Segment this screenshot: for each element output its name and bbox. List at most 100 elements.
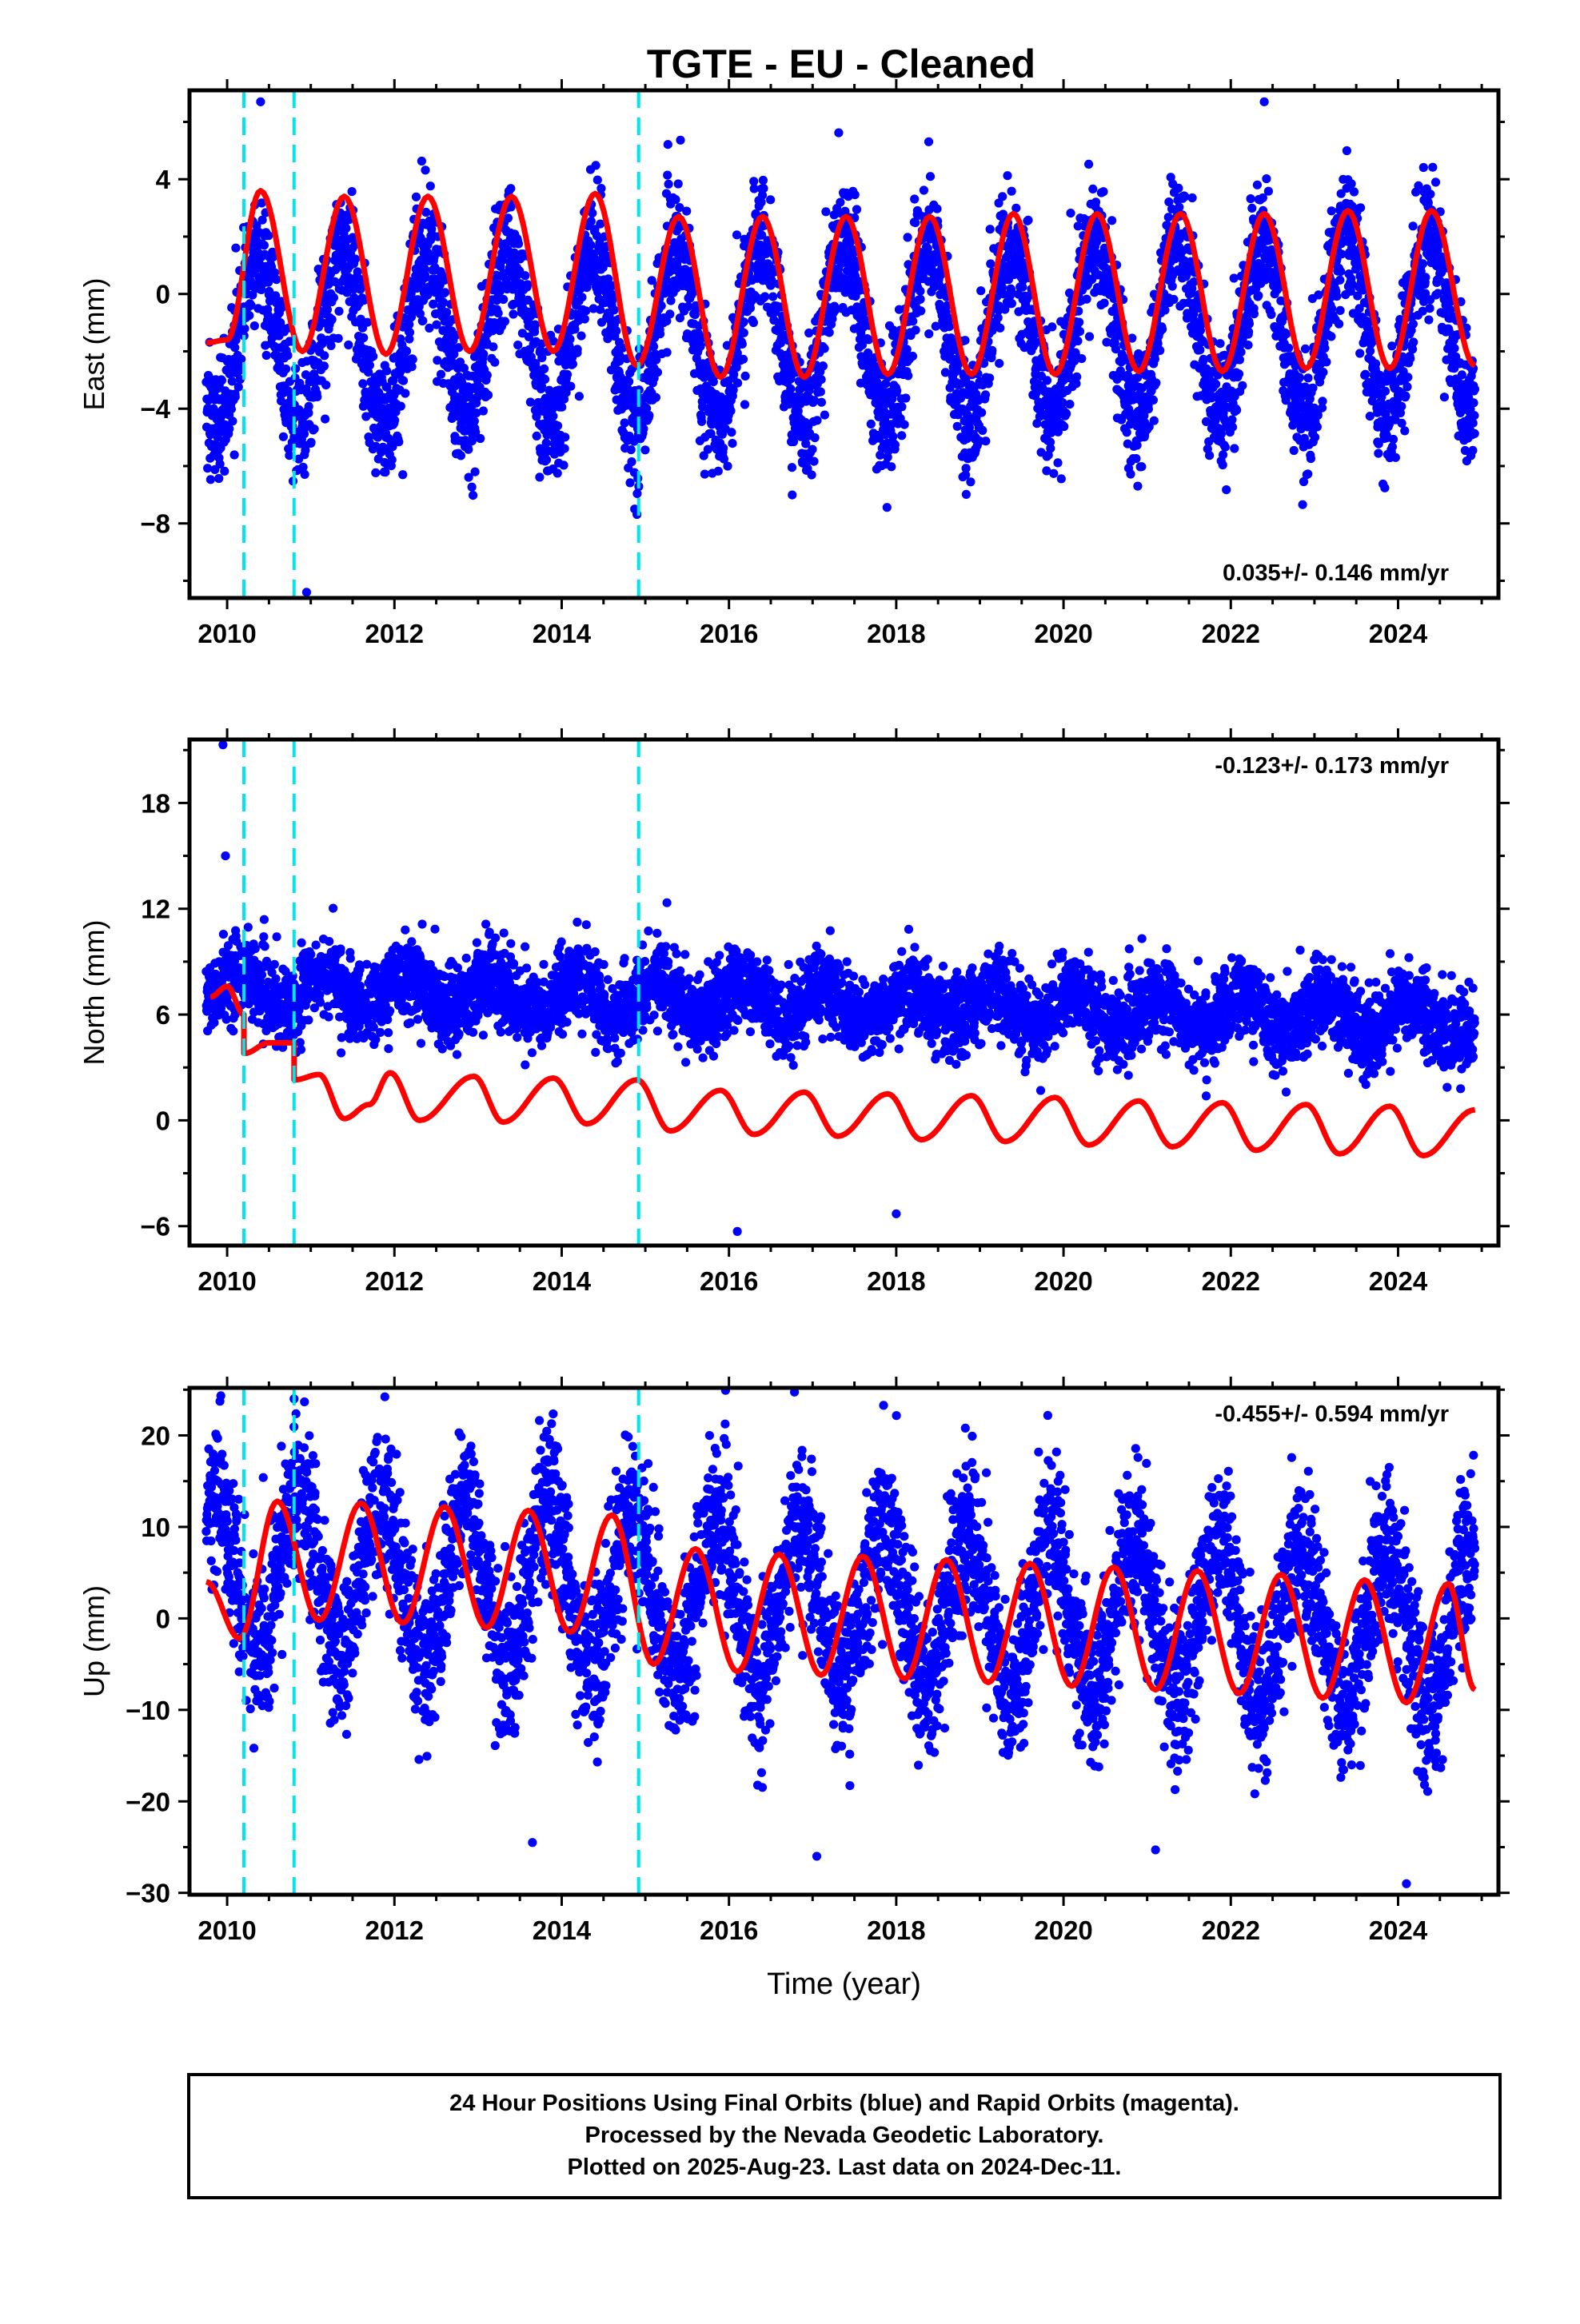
data-point [1290, 446, 1299, 455]
data-point [804, 329, 813, 337]
data-point [573, 345, 582, 353]
data-point [904, 371, 912, 380]
data-point [320, 351, 329, 360]
data-point [625, 478, 634, 487]
data-point [888, 432, 897, 440]
data-point [457, 451, 465, 460]
data-point [627, 457, 636, 466]
data-point [592, 161, 600, 169]
data-point [1319, 368, 1327, 377]
data-point [1253, 181, 1262, 189]
data-point [1007, 187, 1016, 196]
data-point [262, 351, 271, 360]
data-point [897, 431, 906, 440]
data-point [995, 324, 1004, 333]
data-point [916, 295, 925, 304]
data-point [359, 333, 368, 342]
data-point [916, 306, 925, 315]
data-point [820, 411, 829, 420]
data-point [1047, 322, 1056, 331]
data-point [911, 218, 920, 227]
data-point [1228, 423, 1237, 432]
data-point [1059, 422, 1068, 431]
data-point [1397, 402, 1406, 411]
data-point [851, 190, 860, 199]
data-point [981, 390, 990, 399]
data-point [1295, 373, 1304, 382]
data-point [1133, 373, 1142, 382]
data-point [541, 375, 549, 384]
data-point [676, 136, 684, 145]
data-point [596, 184, 605, 193]
data-point [908, 352, 917, 361]
data-point [581, 314, 589, 323]
data-point [1099, 187, 1107, 196]
data-point [986, 225, 995, 233]
data-point [575, 392, 584, 401]
data-point [1428, 163, 1437, 172]
data-point [514, 239, 523, 248]
data-point [1458, 370, 1466, 379]
data-point [696, 342, 704, 351]
data-point [348, 187, 357, 196]
data-point [1361, 370, 1370, 379]
data-point [563, 370, 572, 379]
data-point [334, 307, 343, 316]
data-point [812, 416, 821, 425]
data-point [214, 474, 223, 483]
data-point [264, 231, 273, 240]
data-point [723, 462, 732, 471]
data-point [786, 385, 795, 393]
data-point [1123, 428, 1131, 436]
data-point [663, 171, 672, 180]
data-point [945, 322, 954, 331]
data-point [1343, 146, 1351, 155]
data-point [760, 292, 769, 301]
data-point [329, 293, 338, 302]
data-point [553, 421, 562, 430]
data-point [656, 329, 664, 338]
data-point [557, 403, 566, 412]
data-point [1085, 332, 1094, 341]
data-point [640, 445, 649, 454]
data-point [1391, 453, 1400, 462]
data-point [817, 375, 826, 384]
data-point [912, 325, 920, 334]
data-point [612, 326, 620, 335]
data-point [916, 287, 924, 296]
data-point [1238, 381, 1247, 390]
data-point [1262, 174, 1271, 183]
data-point [740, 329, 748, 337]
data-point [749, 318, 758, 327]
data-point [479, 406, 488, 415]
data-point [1335, 320, 1343, 329]
data-point [924, 329, 933, 338]
data-point [1381, 387, 1390, 396]
data-point [531, 321, 540, 329]
data-point [1301, 345, 1310, 353]
data-point [1195, 345, 1204, 354]
data-point [883, 503, 892, 512]
data-point [901, 393, 910, 402]
data-point [697, 417, 706, 426]
data-point [817, 398, 826, 407]
data-point [499, 295, 508, 304]
data-point [653, 368, 662, 377]
data-point [1023, 216, 1032, 225]
data-point [307, 438, 316, 447]
data-point [1247, 204, 1256, 213]
data-point [566, 382, 575, 391]
x-tick-label: 2016 [700, 619, 758, 648]
data-point [819, 361, 828, 370]
data-point [1077, 354, 1086, 363]
data-point [313, 393, 321, 401]
data-point-outlier [256, 98, 265, 106]
data-point [1356, 203, 1365, 212]
data-point [464, 445, 473, 454]
plot-frame [190, 90, 1498, 598]
data-point [405, 328, 414, 337]
data-point [1168, 281, 1177, 290]
data-point [1470, 429, 1479, 438]
data-point [1470, 411, 1478, 420]
